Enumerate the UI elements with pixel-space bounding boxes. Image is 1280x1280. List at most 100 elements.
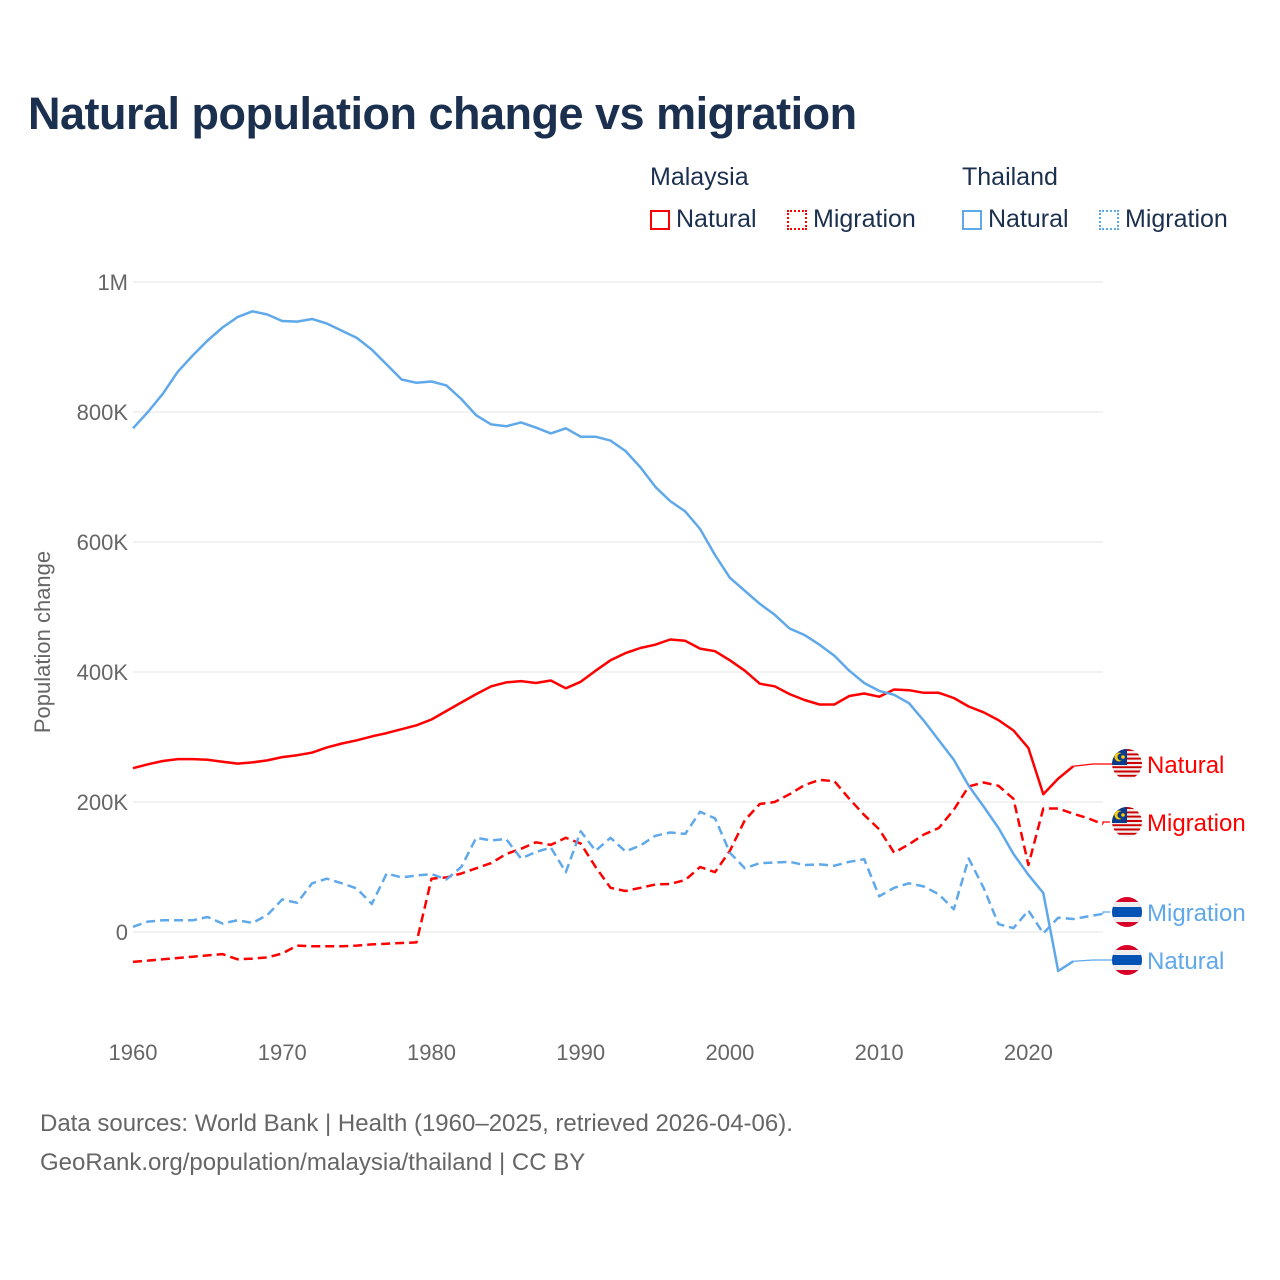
data-point-thailand-natural[interactable] <box>221 326 225 330</box>
data-point-malaysia-migration[interactable] <box>937 826 941 830</box>
data-point-thailand-migration[interactable] <box>967 857 971 861</box>
data-point-malaysia-migration[interactable] <box>415 940 419 944</box>
data-point-thailand-natural[interactable] <box>1026 873 1030 877</box>
data-point-thailand-natural[interactable] <box>310 317 314 321</box>
data-point-malaysia-migration[interactable] <box>817 778 821 782</box>
data-point-malaysia-natural[interactable] <box>176 757 180 761</box>
data-point-thailand-migration[interactable] <box>504 837 508 841</box>
data-point-thailand-migration[interactable] <box>340 881 344 885</box>
data-point-malaysia-natural[interactable] <box>937 691 941 695</box>
data-point-thailand-natural[interactable] <box>415 381 419 385</box>
data-point-malaysia-migration[interactable] <box>370 942 374 946</box>
data-point-thailand-migration[interactable] <box>847 860 851 864</box>
data-point-malaysia-migration[interactable] <box>1071 812 1075 816</box>
data-point-malaysia-natural[interactable] <box>743 669 747 673</box>
data-point-malaysia-natural[interactable] <box>1011 729 1015 733</box>
series-line-thailand-migration[interactable] <box>132 810 1104 935</box>
data-point-malaysia-migration[interactable] <box>952 808 956 812</box>
data-point-thailand-migration[interactable] <box>235 918 239 922</box>
data-point-thailand-natural[interactable] <box>803 633 807 637</box>
data-point-malaysia-natural[interactable] <box>758 682 762 686</box>
data-point-malaysia-natural[interactable] <box>683 639 687 643</box>
data-point-thailand-migration[interactable] <box>295 901 299 905</box>
data-point-thailand-natural[interactable] <box>668 499 672 503</box>
data-point-thailand-migration[interactable] <box>668 831 672 835</box>
legend-thailand-migration[interactable]: Migration <box>1099 205 1228 234</box>
data-point-malaysia-migration[interactable] <box>340 944 344 948</box>
data-point-malaysia-migration[interactable] <box>713 870 717 874</box>
data-point-thailand-natural[interactable] <box>146 410 150 414</box>
data-point-thailand-migration[interactable] <box>474 836 478 840</box>
data-point-malaysia-migration[interactable] <box>1026 863 1030 867</box>
data-point-malaysia-migration[interactable] <box>638 886 642 890</box>
data-point-malaysia-natural[interactable] <box>997 718 1001 722</box>
data-point-thailand-migration[interactable] <box>206 915 210 919</box>
data-point-thailand-migration[interactable] <box>370 902 374 906</box>
data-point-thailand-migration[interactable] <box>743 866 747 870</box>
data-point-thailand-natural[interactable] <box>579 435 583 439</box>
data-point-malaysia-natural[interactable] <box>832 703 836 707</box>
data-point-malaysia-migration[interactable] <box>519 847 523 851</box>
data-point-thailand-natural[interactable] <box>280 319 284 323</box>
data-point-thailand-natural[interactable] <box>564 426 568 430</box>
data-point-thailand-natural[interactable] <box>235 315 239 319</box>
data-point-malaysia-natural[interactable] <box>609 658 613 662</box>
data-point-malaysia-migration[interactable] <box>579 842 583 846</box>
data-point-thailand-natural[interactable] <box>788 626 792 630</box>
data-point-malaysia-migration[interactable] <box>489 861 493 865</box>
data-point-thailand-natural[interactable] <box>997 826 1001 830</box>
data-point-malaysia-natural[interactable] <box>474 692 478 696</box>
data-point-thailand-natural[interactable] <box>519 420 523 424</box>
data-point-thailand-natural[interactable] <box>131 426 135 430</box>
data-point-malaysia-migration[interactable] <box>788 792 792 796</box>
data-point-thailand-migration[interactable] <box>609 836 613 840</box>
data-point-malaysia-natural[interactable] <box>191 757 195 761</box>
data-point-thailand-natural[interactable] <box>385 363 389 367</box>
data-point-malaysia-migration[interactable] <box>235 957 239 961</box>
data-point-thailand-natural[interactable] <box>773 613 777 617</box>
data-point-thailand-migration[interactable] <box>161 918 165 922</box>
data-point-malaysia-natural[interactable] <box>250 760 254 764</box>
data-point-malaysia-migration[interactable] <box>743 818 747 822</box>
data-point-malaysia-natural[interactable] <box>235 762 239 766</box>
data-point-malaysia-natural[interactable] <box>444 709 448 713</box>
data-point-thailand-natural[interactable] <box>758 602 762 606</box>
data-point-malaysia-natural[interactable] <box>1026 746 1030 750</box>
data-point-thailand-natural[interactable] <box>698 527 702 531</box>
data-point-malaysia-migration[interactable] <box>623 889 627 893</box>
data-point-thailand-migration[interactable] <box>415 873 419 877</box>
data-point-malaysia-natural[interactable] <box>788 692 792 696</box>
data-point-malaysia-natural[interactable] <box>773 684 777 688</box>
data-point-thailand-migration[interactable] <box>146 920 150 924</box>
data-point-thailand-natural[interactable] <box>683 509 687 513</box>
data-point-thailand-natural[interactable] <box>1056 969 1060 973</box>
data-point-thailand-migration[interactable] <box>400 875 404 879</box>
data-point-malaysia-migration[interactable] <box>385 942 389 946</box>
footer-attribution[interactable]: GeoRank.org/population/malaysia/thailand… <box>40 1149 586 1176</box>
data-point-malaysia-natural[interactable] <box>295 753 299 757</box>
data-point-malaysia-natural[interactable] <box>877 695 881 699</box>
data-point-thailand-migration[interactable] <box>564 870 568 874</box>
data-point-thailand-migration[interactable] <box>907 881 911 885</box>
data-point-thailand-migration[interactable] <box>1041 931 1045 935</box>
data-point-thailand-natural[interactable] <box>1011 852 1015 856</box>
data-point-malaysia-natural[interactable] <box>803 698 807 702</box>
data-point-malaysia-natural[interactable] <box>1041 792 1045 796</box>
data-point-malaysia-migration[interactable] <box>683 878 687 882</box>
data-point-malaysia-migration[interactable] <box>698 865 702 869</box>
data-point-malaysia-migration[interactable] <box>922 833 926 837</box>
data-point-malaysia-migration[interactable] <box>1011 797 1015 801</box>
data-point-thailand-migration[interactable] <box>280 898 284 902</box>
data-point-malaysia-natural[interactable] <box>370 734 374 738</box>
data-point-malaysia-natural[interactable] <box>653 643 657 647</box>
data-point-malaysia-natural[interactable] <box>668 638 672 642</box>
data-point-malaysia-natural[interactable] <box>161 759 165 763</box>
data-point-thailand-migration[interactable] <box>683 832 687 836</box>
data-point-thailand-natural[interactable] <box>325 322 329 326</box>
data-point-malaysia-natural[interactable] <box>131 766 135 770</box>
data-point-malaysia-natural[interactable] <box>623 651 627 655</box>
data-point-thailand-natural[interactable] <box>877 689 881 693</box>
data-point-thailand-natural[interactable] <box>504 424 508 428</box>
data-point-malaysia-natural[interactable] <box>952 696 956 700</box>
data-point-thailand-migration[interactable] <box>937 892 941 896</box>
